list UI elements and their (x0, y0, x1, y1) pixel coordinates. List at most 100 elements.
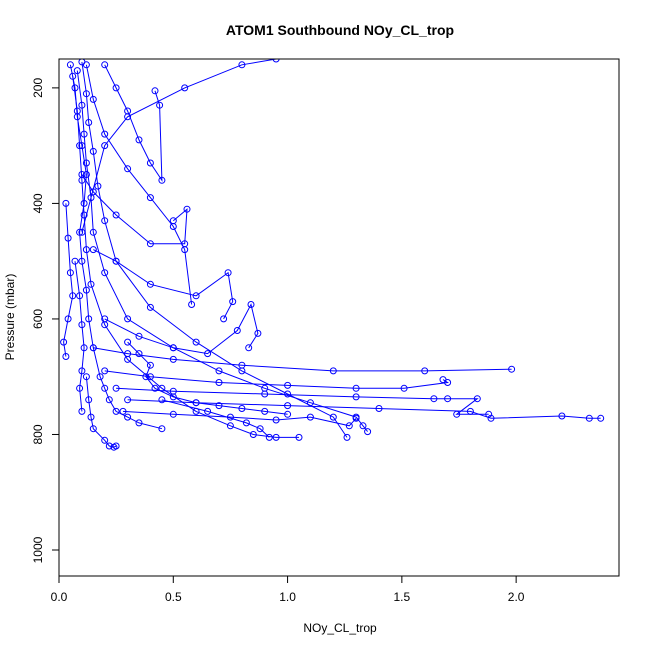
data-point (76, 142, 84, 150)
plot-area (60, 59, 605, 451)
data-point (284, 390, 292, 398)
data-point (89, 228, 97, 236)
data-point (272, 416, 280, 424)
data-point (135, 419, 143, 427)
profile-line (63, 203, 74, 357)
data-point (80, 199, 88, 207)
data-point (272, 433, 280, 441)
data-point (192, 292, 200, 300)
data-point (158, 176, 166, 184)
data-point (82, 171, 90, 178)
profile-line (116, 387, 489, 415)
profile-line (85, 64, 193, 305)
data-point (85, 315, 93, 323)
profile-line (161, 399, 270, 438)
data-point (169, 393, 177, 401)
profile-line (81, 174, 188, 245)
data-point (124, 338, 132, 346)
y-tick-label: 800 (31, 424, 45, 444)
data-point (124, 413, 132, 421)
data-point (329, 413, 337, 421)
data-point (229, 298, 237, 306)
data-point (400, 384, 408, 392)
data-point (80, 211, 88, 219)
data-point (364, 428, 372, 436)
data-point (78, 367, 86, 375)
data-point (224, 269, 232, 277)
data-point (473, 395, 481, 403)
data-point (204, 350, 212, 358)
data-point (112, 84, 120, 92)
data-point (73, 67, 81, 75)
x-axis: 0.0 0.5 1.0 1.5 2.0 (51, 576, 525, 604)
data-point (62, 353, 70, 360)
data-point (169, 344, 177, 352)
data-point (254, 329, 262, 337)
profile-line (127, 341, 288, 415)
data-point (124, 315, 132, 323)
data-point (124, 165, 132, 173)
data-point (256, 425, 264, 433)
data-point (89, 246, 97, 254)
data-point (73, 107, 81, 115)
data-point (76, 384, 84, 392)
data-point (82, 373, 90, 381)
profile-line (93, 249, 234, 320)
data-point (181, 84, 189, 92)
data-point (64, 315, 72, 323)
data-point (558, 412, 566, 420)
data-point (124, 396, 132, 404)
data-point (87, 413, 95, 421)
data-point (238, 361, 246, 369)
data-point (60, 338, 68, 346)
data-point (112, 442, 120, 450)
data-point (112, 257, 120, 265)
data-point (101, 436, 109, 444)
data-point (156, 101, 164, 109)
data-point (238, 61, 246, 69)
data-point (89, 344, 97, 352)
data-point (85, 396, 93, 404)
data-point (359, 422, 367, 430)
data-point (192, 338, 200, 346)
y-tick-label: 400 (31, 193, 45, 213)
data-point (76, 292, 84, 300)
data-point (87, 194, 95, 202)
data-point (421, 367, 429, 375)
data-point (135, 350, 143, 358)
y-tick-label: 600 (31, 309, 45, 329)
chart-title: ATOM1 Southbound NOy_CL_trop (226, 22, 454, 38)
data-point (265, 433, 273, 441)
data-point (444, 395, 452, 403)
data-point (329, 367, 337, 375)
profile-line (127, 399, 601, 419)
data-point (66, 61, 74, 69)
data-point (192, 399, 200, 407)
data-point (169, 217, 177, 225)
data-point (80, 344, 88, 352)
data-point (439, 376, 447, 384)
y-tick-label: 200 (31, 78, 45, 98)
data-point (89, 147, 97, 155)
data-point (242, 419, 250, 427)
data-point (78, 228, 86, 236)
data-point (284, 381, 292, 389)
data-point (71, 257, 79, 265)
data-point (78, 321, 86, 329)
data-point (169, 355, 177, 363)
data-point (261, 407, 269, 415)
data-point (146, 280, 154, 288)
data-point (597, 414, 605, 422)
y-tick-label: 1000 (31, 536, 45, 563)
data-point (105, 396, 113, 404)
data-point (64, 234, 72, 242)
profile-line (93, 347, 512, 372)
data-point (142, 373, 150, 381)
x-tick-label: 0.0 (51, 590, 68, 604)
profile-line (104, 64, 163, 183)
data-point (101, 61, 109, 69)
data-point (78, 101, 86, 109)
data-point (78, 171, 86, 178)
y-axis-label: Pressure (mbar) (3, 274, 17, 361)
data-point (76, 228, 84, 236)
